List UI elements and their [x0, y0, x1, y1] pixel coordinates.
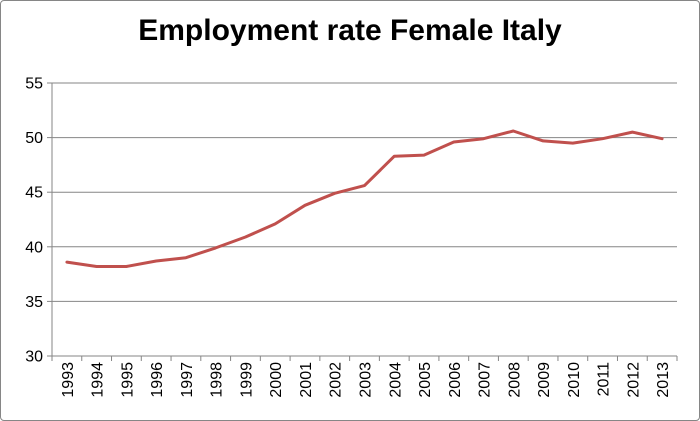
x-tick-label: 2000 — [268, 362, 285, 398]
x-tick-label: 1995 — [119, 362, 136, 398]
x-axis-ticks: 1993 1994 1995 1996 1997 1998 1999 2000 2001 2002… — [51, 356, 678, 398]
x-tick-label: 1996 — [149, 362, 166, 398]
x-tick-label: 2012 — [625, 362, 642, 398]
x-tick-label: 2003 — [358, 362, 375, 398]
x-tick-label: 2008 — [506, 362, 523, 398]
x-tick-label: 2001 — [298, 362, 315, 398]
x-tick-label: 1998 — [209, 362, 226, 398]
x-tick-label: 1994 — [90, 362, 107, 398]
x-tick-label: 2002 — [328, 362, 345, 398]
x-tick-label: 1997 — [179, 362, 196, 398]
x-tick-label: 2009 — [536, 362, 553, 398]
x-tick-label: 2013 — [655, 362, 672, 398]
y-axis-ticks: 30 35 40 45 50 55 — [25, 76, 52, 366]
x-tick-label: 2007 — [477, 362, 494, 398]
series-line — [65, 129, 664, 268]
y-tick-label: 45 — [25, 185, 43, 202]
x-tick-label: 2011 — [596, 362, 613, 397]
chart-title: Employment rate Female Italy — [138, 14, 562, 47]
y-tick-label: 40 — [25, 239, 43, 256]
x-tick-label: 2006 — [447, 362, 464, 398]
axes — [51, 83, 677, 357]
gridlines — [52, 82, 677, 302]
series-layer — [65, 129, 664, 268]
x-tick-label: 2004 — [387, 362, 404, 398]
x-tick-label: 2005 — [417, 362, 434, 398]
x-tick-label: 2010 — [566, 362, 583, 398]
x-tick-label: 1993 — [60, 362, 77, 398]
y-tick-label: 35 — [25, 294, 43, 311]
x-tick-label: 1999 — [238, 362, 255, 398]
y-tick-label: 50 — [25, 130, 43, 147]
y-tick-label: 55 — [25, 76, 43, 93]
y-tick-label: 30 — [25, 349, 43, 366]
